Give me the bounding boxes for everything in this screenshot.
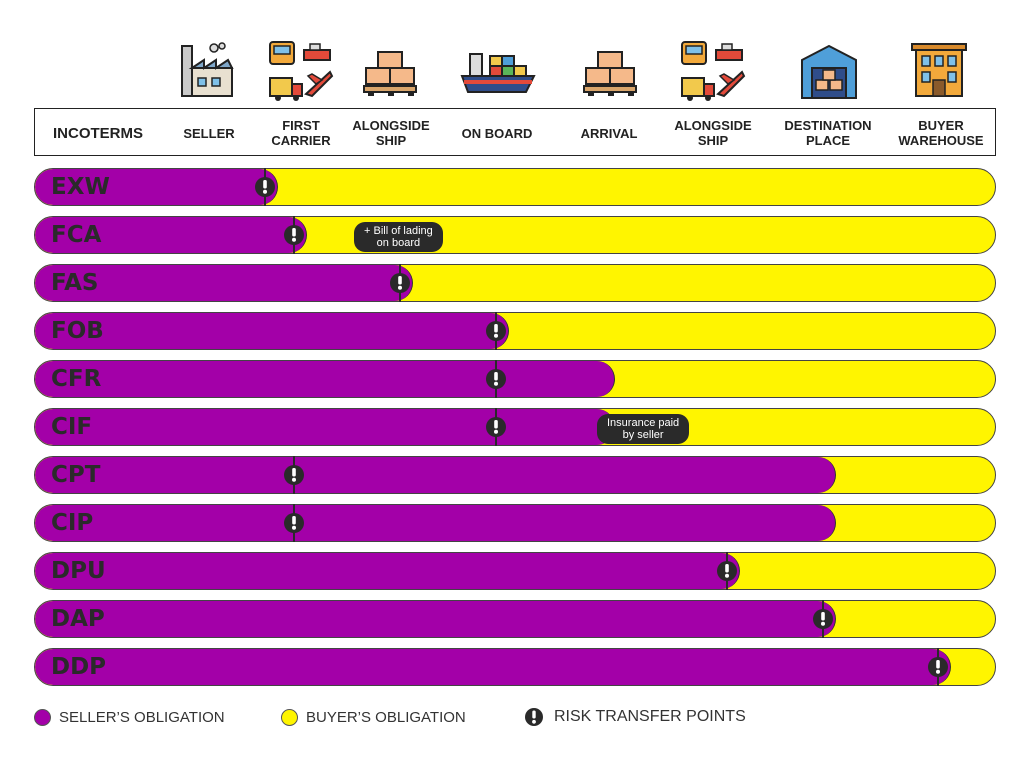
risk-transfer-marker	[389, 264, 411, 302]
incoterm-bar-cif: CIF	[34, 408, 996, 446]
incoterm-code: CIF	[51, 414, 93, 440]
seller-obligation-segment	[35, 361, 615, 397]
risk-transfer-marker	[283, 216, 305, 254]
risk-transfer-marker	[283, 504, 305, 542]
risk-transfer-marker	[927, 648, 949, 686]
incoterm-code: CPT	[51, 462, 101, 488]
incoterm-bar-ddp: DDP	[34, 648, 996, 686]
risk-transfer-marker	[812, 600, 834, 638]
incoterms-label: INCOTERMS	[53, 124, 143, 142]
incoterm-code: EXW	[51, 174, 110, 200]
factory-icon	[176, 40, 238, 102]
carriers-icon	[268, 40, 334, 102]
incoterm-code: CIP	[51, 510, 94, 536]
incoterm-code: DAP	[51, 606, 105, 632]
incoterm-bar-fob: FOB	[34, 312, 996, 350]
pallet-boxes-icon	[580, 40, 642, 102]
seller-obligation-segment	[35, 649, 952, 685]
legend-risk: RISK TRANSFER POINTS	[523, 705, 746, 729]
incoterm-bar-dpu: DPU	[34, 552, 996, 590]
warehouse-icon	[798, 40, 860, 102]
legend-buyer-label: BUYER’S OBLIGATION	[306, 708, 466, 726]
risk-transfer-marker	[283, 456, 305, 494]
seller-swatch	[34, 708, 51, 726]
column-destination-place: DESTINATION PLACE	[784, 118, 872, 148]
incoterm-note: + Bill of lading on board	[354, 222, 443, 252]
incoterm-bar-dap: DAP	[34, 600, 996, 638]
incoterm-code: DPU	[51, 558, 106, 584]
column-seller: SELLER	[183, 125, 235, 141]
pallet-boxes-icon	[360, 40, 422, 102]
column-buyer-warehouse: BUYER WAREHOUSE	[898, 118, 984, 148]
seller-obligation-segment	[35, 409, 615, 445]
building-icon	[908, 40, 970, 102]
seller-obligation-segment	[35, 457, 836, 493]
incoterm-bar-fca: FCA	[34, 216, 996, 254]
column-on-board: ON BOARD	[461, 125, 533, 141]
incoterm-bar-cip: CIP	[34, 504, 996, 542]
legend-risk-label: RISK TRANSFER POINTS	[554, 708, 746, 725]
seller-obligation-segment	[35, 505, 836, 541]
risk-transfer-marker	[254, 168, 276, 206]
legend-seller: SELLER’S OBLIGATION	[34, 705, 225, 729]
carriers-icon	[680, 40, 746, 102]
incoterm-note: Insurance paid by seller	[597, 414, 690, 444]
column-alongside-ship: ALONGSIDE SHIP	[352, 118, 430, 148]
risk-transfer-marker	[485, 312, 507, 350]
incoterm-code: DDP	[51, 654, 107, 680]
risk-transfer-marker	[485, 360, 507, 398]
incoterms-header: INCOTERMS SELLER FIRST CARRIER ALONGSIDE…	[34, 108, 996, 156]
legend-seller-label: SELLER’S OBLIGATION	[59, 708, 225, 726]
risk-transfer-marker	[485, 408, 507, 446]
buyer-swatch	[281, 708, 298, 726]
seller-obligation-segment	[35, 553, 740, 589]
column-arrival: ARRIVAL	[580, 125, 638, 141]
incoterm-code: FOB	[51, 318, 104, 344]
incoterm-code: FAS	[51, 270, 99, 296]
legend-buyer: BUYER’S OBLIGATION	[281, 705, 466, 729]
incoterm-code: CFR	[51, 366, 102, 392]
incoterm-bar-cfr: CFR	[34, 360, 996, 398]
seller-obligation-segment	[35, 313, 509, 349]
seller-obligation-segment	[35, 217, 307, 253]
seller-obligation-segment	[35, 265, 413, 301]
seller-obligation-segment	[35, 601, 836, 637]
risk-marker-icon	[525, 708, 543, 726]
column-alongside-ship-2: ALONGSIDE SHIP	[674, 118, 752, 148]
risk-transfer-marker	[716, 552, 738, 590]
incoterm-bar-exw: EXW	[34, 168, 996, 206]
cargo-ship-icon	[460, 40, 536, 102]
seller-obligation-segment	[35, 169, 278, 205]
incoterm-bar-fas: FAS	[34, 264, 996, 302]
icon-row	[0, 40, 1030, 105]
column-first-carrier: FIRST CARRIER	[271, 118, 331, 148]
incoterm-bar-cpt: CPT	[34, 456, 996, 494]
incoterm-code: FCA	[51, 222, 102, 248]
